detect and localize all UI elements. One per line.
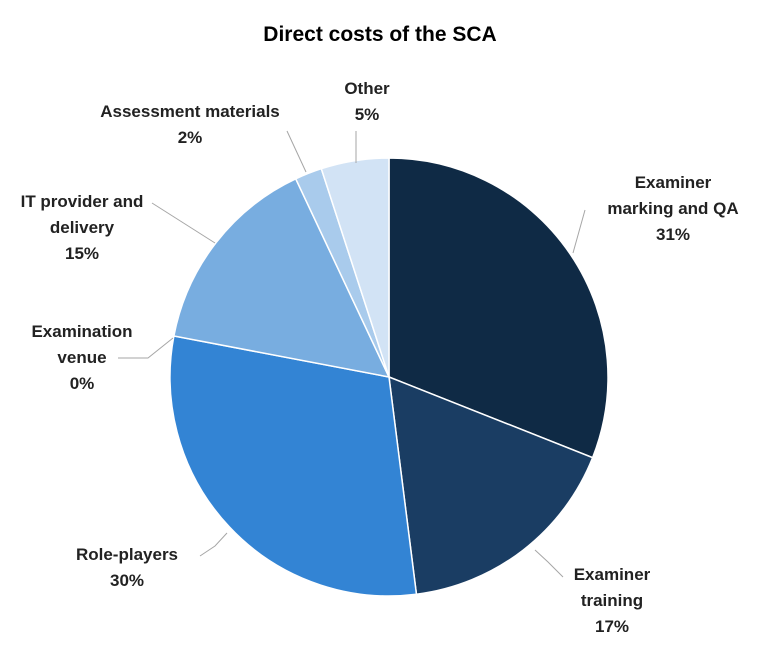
slice-label-line: 17% bbox=[595, 617, 629, 636]
leader-line-examiner-training bbox=[534, 549, 564, 578]
slice-label-line: marking and QA bbox=[607, 199, 738, 218]
slice-label-assessment-materials: Assessment materials 2% bbox=[100, 102, 280, 147]
slice-label-line: delivery bbox=[50, 218, 115, 237]
pie-slice-it-provider-and-delivery bbox=[173, 177, 391, 379]
leader-lines bbox=[118, 130, 586, 578]
slice-label-line: 2% bbox=[178, 128, 203, 147]
pie-slice-role-players bbox=[169, 335, 418, 597]
leader-line-examiner-marking-and-qa bbox=[572, 209, 586, 254]
pie-slices bbox=[169, 157, 609, 597]
leader-line-assessment-materials bbox=[286, 130, 307, 173]
slice-label-line: 31% bbox=[656, 225, 690, 244]
slice-label-line: Role-players bbox=[76, 545, 178, 564]
leader-line-examination-venue bbox=[118, 337, 174, 359]
slice-label-line: training bbox=[581, 591, 643, 610]
slice-label-it-provider-and-delivery: IT provider and delivery 15% bbox=[21, 192, 144, 263]
pie-slice-examiner-training bbox=[388, 375, 594, 596]
slice-label-line: Other bbox=[344, 79, 390, 98]
slice-label-line: Assessment materials bbox=[100, 102, 280, 121]
pie-slice-examiner-marking-and-qa bbox=[388, 157, 609, 459]
slice-label-examination-venue: Examination venue 0% bbox=[31, 322, 132, 393]
slice-label-line: 5% bbox=[355, 105, 380, 124]
leader-line-it-provider-and-delivery bbox=[151, 202, 216, 244]
slice-label-line: 15% bbox=[65, 244, 99, 263]
pie-slice-other bbox=[320, 157, 390, 378]
slice-label-line: IT provider and bbox=[21, 192, 144, 211]
slice-labels: Examiner marking and QA 31% Examiner trainin… bbox=[21, 79, 739, 636]
chart-title: Direct costs of the SCA bbox=[263, 23, 496, 46]
slice-label-other: Other 5% bbox=[344, 79, 390, 124]
slice-label-line: 30% bbox=[110, 571, 144, 590]
slice-label-line: Examiner bbox=[635, 173, 712, 192]
slice-label-line: 0% bbox=[70, 374, 95, 393]
slice-label-role-players: Role-players 30% bbox=[76, 545, 178, 590]
leader-line-role-players bbox=[199, 532, 228, 557]
slice-label-line: Examination bbox=[31, 322, 132, 341]
slice-label-examiner-training: Examiner training 17% bbox=[574, 565, 651, 636]
slice-label-line: Examiner bbox=[574, 565, 651, 584]
slice-label-line: venue bbox=[57, 348, 106, 367]
slice-label-examiner-marking-and-qa: Examiner marking and QA 31% bbox=[607, 173, 738, 244]
